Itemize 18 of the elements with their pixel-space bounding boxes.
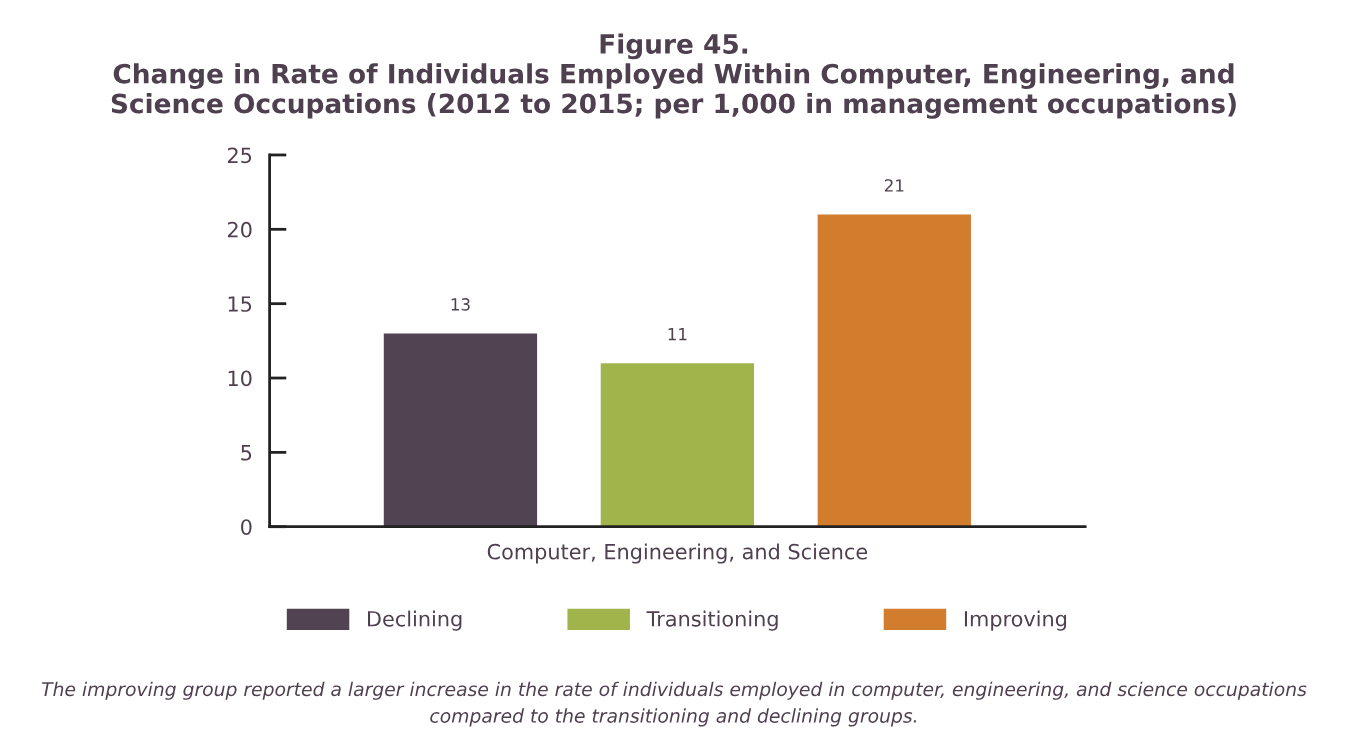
x-tick-label: Computer, Engineering, and Science <box>487 543 868 564</box>
y-tick-label: 0 <box>241 519 252 535</box>
y-tick-label: 20 <box>227 221 252 238</box>
data-label: 21 <box>884 179 904 192</box>
y-tick-label: 25 <box>227 147 252 164</box>
y-tick-label: 5 <box>241 445 252 461</box>
y-tick-label: 10 <box>228 370 252 387</box>
data-label: 11 <box>668 328 687 341</box>
legend-label: Improving <box>964 610 1067 631</box>
data-label: 13 <box>451 298 470 311</box>
bar <box>817 214 971 527</box>
legend-label: Declining <box>368 610 462 631</box>
legend-label: Transitioning <box>646 610 778 631</box>
text: The improving group reported a larger increase in the rate of individuals employed in computer, engineering, and science occupations compared to the transitioning and declining groups. <box>41 681 1307 727</box>
chart-title: Figure 45. Change in Rate of Individuals Employed Within Computer, Engineering, and Science Occupations (2012 to 2015; per 1,000 in management occupations) <box>111 33 1236 119</box>
bar <box>383 333 538 527</box>
bar <box>600 363 755 527</box>
y-tick-label: 15 <box>228 296 252 312</box>
